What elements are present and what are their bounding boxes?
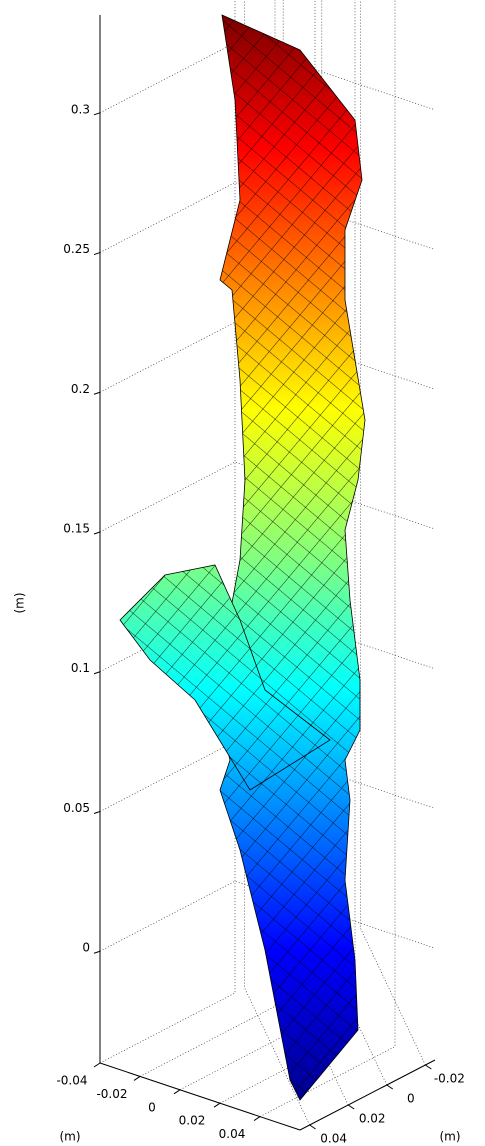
z-tick-label: 0.25 — [63, 242, 90, 256]
grid-line — [99, 0, 236, 1064]
y-tick — [347, 1104, 355, 1110]
z-tick — [93, 112, 101, 116]
x-tick — [93, 1062, 101, 1068]
y-tick-label: -0.02 — [434, 1072, 465, 1086]
z-tick-label: 0.05 — [63, 801, 90, 815]
z-tick — [93, 950, 101, 954]
z-tick — [93, 252, 101, 256]
z-tick-label: 0.3 — [71, 102, 90, 116]
y-axis — [299, 1059, 436, 1131]
x-tick-label: -0.04 — [56, 1074, 87, 1088]
surface-body-mesh — [215, 15, 365, 1100]
x-tick — [173, 1089, 181, 1095]
z-tick-label: 0.1 — [71, 661, 90, 675]
x-tick-label: 0.02 — [179, 1114, 206, 1128]
grid-line — [360, 0, 426, 1066]
z-tick — [93, 391, 101, 395]
surface-branch-mesh — [120, 565, 330, 790]
x-axis — [99, 1062, 301, 1131]
y-axis-label: (m) — [439, 1130, 460, 1144]
z-tick-label: 0.15 — [63, 522, 90, 536]
y-tick-label: 0.02 — [359, 1112, 386, 1126]
z-axis-label: (m) — [13, 592, 27, 613]
y-tick — [386, 1084, 394, 1090]
z-tick-label: 0.2 — [71, 382, 90, 396]
surface — [119, 14, 366, 1101]
z-tick — [93, 811, 101, 814]
x-tick — [253, 1116, 261, 1122]
y-tick-label: 0 — [407, 1092, 415, 1106]
y-tick — [425, 1064, 432, 1070]
x-axis-label: (m) — [59, 1130, 80, 1144]
x-tick-label: -0.02 — [96, 1087, 127, 1101]
z-tick-label: 0 — [82, 941, 90, 955]
x-tick-label: 0 — [148, 1100, 156, 1114]
y-tick — [309, 1124, 316, 1130]
z-tick — [93, 531, 101, 535]
x-tick-label: 0.04 — [219, 1127, 246, 1141]
y-tick-label: 0.04 — [320, 1132, 347, 1146]
x-tick — [133, 1075, 141, 1081]
z-tick — [93, 671, 101, 675]
x-tick — [213, 1102, 221, 1108]
